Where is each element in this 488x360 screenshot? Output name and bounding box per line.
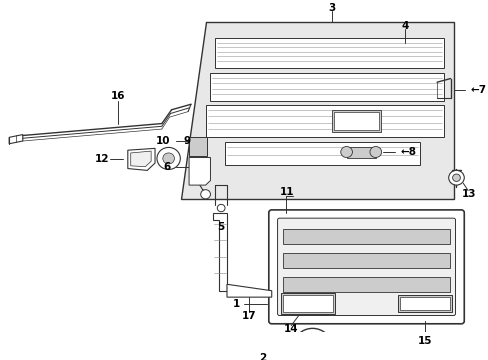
- Text: 17: 17: [242, 311, 256, 320]
- Bar: [333, 112, 378, 130]
- Text: ←7: ←7: [469, 85, 485, 95]
- Circle shape: [217, 204, 224, 212]
- Text: 14: 14: [283, 324, 298, 334]
- Text: 4: 4: [401, 21, 408, 31]
- Polygon shape: [226, 284, 271, 297]
- Text: 1: 1: [232, 298, 239, 309]
- Polygon shape: [181, 22, 453, 199]
- FancyBboxPatch shape: [268, 210, 463, 324]
- Polygon shape: [210, 73, 443, 100]
- Circle shape: [201, 190, 210, 199]
- Bar: [397, 295, 451, 312]
- Polygon shape: [215, 38, 443, 68]
- Polygon shape: [9, 135, 23, 144]
- Text: 6: 6: [163, 162, 170, 172]
- Bar: [283, 229, 449, 244]
- Bar: [189, 137, 206, 156]
- Circle shape: [299, 335, 325, 359]
- Polygon shape: [213, 213, 226, 291]
- Text: 13: 13: [461, 189, 475, 199]
- Text: 9: 9: [183, 136, 190, 146]
- Circle shape: [163, 153, 174, 164]
- Text: 10: 10: [156, 136, 170, 146]
- FancyBboxPatch shape: [277, 218, 455, 315]
- Text: 5: 5: [217, 222, 224, 232]
- Bar: [331, 110, 380, 132]
- Polygon shape: [205, 105, 443, 137]
- Text: 3: 3: [328, 3, 335, 13]
- Polygon shape: [127, 148, 155, 170]
- Text: 2: 2: [258, 353, 265, 360]
- Circle shape: [157, 148, 180, 170]
- Bar: [283, 253, 449, 268]
- Polygon shape: [346, 147, 375, 158]
- Circle shape: [292, 328, 331, 360]
- Text: 15: 15: [417, 336, 432, 346]
- Circle shape: [340, 147, 352, 158]
- Bar: [399, 297, 449, 310]
- Text: 12: 12: [95, 154, 109, 165]
- Polygon shape: [189, 158, 210, 185]
- Polygon shape: [224, 142, 419, 165]
- Bar: [283, 295, 332, 312]
- Circle shape: [452, 174, 459, 181]
- Text: ←8: ←8: [399, 147, 415, 157]
- Circle shape: [369, 147, 381, 158]
- Circle shape: [448, 170, 463, 185]
- Bar: [281, 293, 334, 314]
- Bar: [283, 277, 449, 292]
- Text: 16: 16: [111, 91, 125, 101]
- Polygon shape: [130, 151, 151, 167]
- Text: 11: 11: [279, 188, 293, 197]
